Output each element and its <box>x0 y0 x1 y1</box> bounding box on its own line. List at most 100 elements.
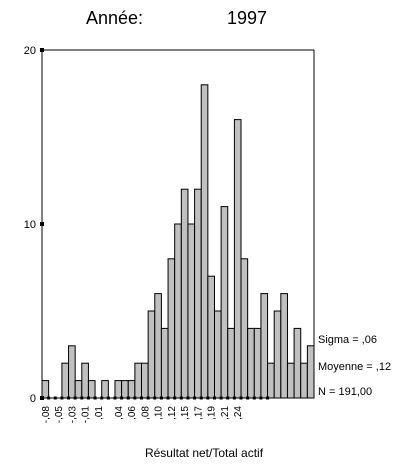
histogram-bar <box>127 380 136 399</box>
x-tick-mark <box>86 396 90 400</box>
histogram-bar <box>61 362 70 399</box>
x-tick-mark <box>232 396 236 400</box>
x-tick-mark <box>246 396 250 400</box>
x-tick-label: -,08 <box>41 406 52 424</box>
x-tick-mark <box>120 396 124 400</box>
histogram-bar <box>68 345 76 399</box>
histogram-bar <box>174 223 182 399</box>
histogram-bar <box>220 206 229 399</box>
x-tick-label: ,12 <box>167 406 178 420</box>
y-tick-label: 0 <box>30 393 36 405</box>
x-tick-mark <box>60 396 64 400</box>
x-tick-mark <box>106 396 110 400</box>
histogram-bar <box>101 380 109 399</box>
x-tick-mark <box>40 396 44 400</box>
x-tick-label: ,01 <box>94 406 105 420</box>
histogram-bar <box>41 380 50 399</box>
x-tick-mark <box>179 396 183 400</box>
histogram-bar <box>240 258 249 399</box>
x-tick-label: ,15 <box>180 406 191 420</box>
x-tick-mark <box>80 396 84 400</box>
histogram-bar <box>147 310 156 399</box>
x-tick-label: ,21 <box>220 406 231 420</box>
histogram-bar <box>114 380 123 399</box>
histogram-bar <box>213 310 222 399</box>
histogram-bar <box>154 293 162 399</box>
histogram-bar <box>187 223 196 399</box>
histogram-bar <box>227 327 235 399</box>
histogram-bar <box>194 188 202 399</box>
histogram-bar <box>267 362 275 399</box>
x-tick-mark <box>252 396 256 400</box>
histogram-bar <box>280 293 288 399</box>
x-tick-mark <box>212 396 216 400</box>
x-tick-mark <box>140 396 144 400</box>
x-tick-mark <box>100 396 104 400</box>
histogram-bar <box>233 119 242 399</box>
x-tick-label: -,03 <box>67 406 78 424</box>
x-tick-mark <box>173 396 177 400</box>
x-tick-mark <box>239 396 243 400</box>
x-tick-label: ,06 <box>127 406 138 420</box>
histogram-bar <box>121 380 129 399</box>
x-tick-mark <box>53 396 57 400</box>
histogram-bar <box>160 327 169 399</box>
histogram-bar <box>273 310 282 399</box>
x-tick-mark <box>199 396 203 400</box>
x-tick-mark <box>47 396 51 400</box>
x-tick-mark <box>226 396 230 400</box>
histogram-bar <box>253 327 262 399</box>
x-tick-mark <box>219 396 223 400</box>
x-tick-mark <box>153 396 157 400</box>
x-tick-mark <box>126 396 130 400</box>
histogram-bar <box>81 362 89 399</box>
histogram-bar <box>167 258 176 399</box>
year-label: Année: <box>86 8 144 28</box>
x-tick-mark <box>73 396 77 400</box>
x-tick-label: -,01 <box>81 406 92 424</box>
x-tick-mark <box>193 396 197 400</box>
x-axis-label: Résultat net/Total actif <box>144 446 264 460</box>
stat-mean: Moyenne = ,12 <box>318 361 392 373</box>
histogram-bar <box>247 327 255 399</box>
y-tick-label: 20 <box>24 45 36 57</box>
histogram-bar <box>200 84 209 399</box>
x-tick-mark <box>113 396 117 400</box>
stat-sigma: Sigma = ,06 <box>318 334 378 346</box>
y-tick-mark <box>40 222 44 226</box>
histogram-bar <box>74 380 83 399</box>
histogram-bar <box>306 345 315 399</box>
x-tick-label: ,04 <box>114 406 125 420</box>
x-tick-label: ,19 <box>207 406 218 420</box>
y-tick-label: 10 <box>24 219 36 231</box>
x-tick-label: ,24 <box>233 406 244 420</box>
x-tick-mark <box>146 396 150 400</box>
year-value: 1997 <box>227 8 268 28</box>
histogram-bar <box>300 362 308 399</box>
histogram-bar <box>260 293 269 399</box>
x-tick-label: ,17 <box>193 406 204 420</box>
histogram-bar <box>180 188 189 399</box>
histogram-bar <box>134 362 143 399</box>
histogram-bar <box>207 275 215 399</box>
histogram-bar <box>87 380 96 399</box>
x-tick-label: -,05 <box>54 406 65 424</box>
x-tick-mark <box>93 396 97 400</box>
histogram-bar <box>286 362 295 399</box>
histogram-bar <box>141 362 149 399</box>
x-tick-mark <box>266 396 270 400</box>
histogram-bar <box>293 327 302 399</box>
x-tick-mark <box>259 396 263 400</box>
x-tick-mark <box>186 396 190 400</box>
x-tick-mark <box>206 396 210 400</box>
stat-n: N = 191,00 <box>318 386 373 398</box>
x-tick-mark <box>166 396 170 400</box>
x-tick-label: ,10 <box>154 406 165 420</box>
x-tick-mark <box>159 396 163 400</box>
x-tick-mark <box>67 396 71 400</box>
y-tick-mark <box>40 48 44 52</box>
x-tick-mark <box>133 396 137 400</box>
x-tick-label: ,08 <box>140 406 151 420</box>
